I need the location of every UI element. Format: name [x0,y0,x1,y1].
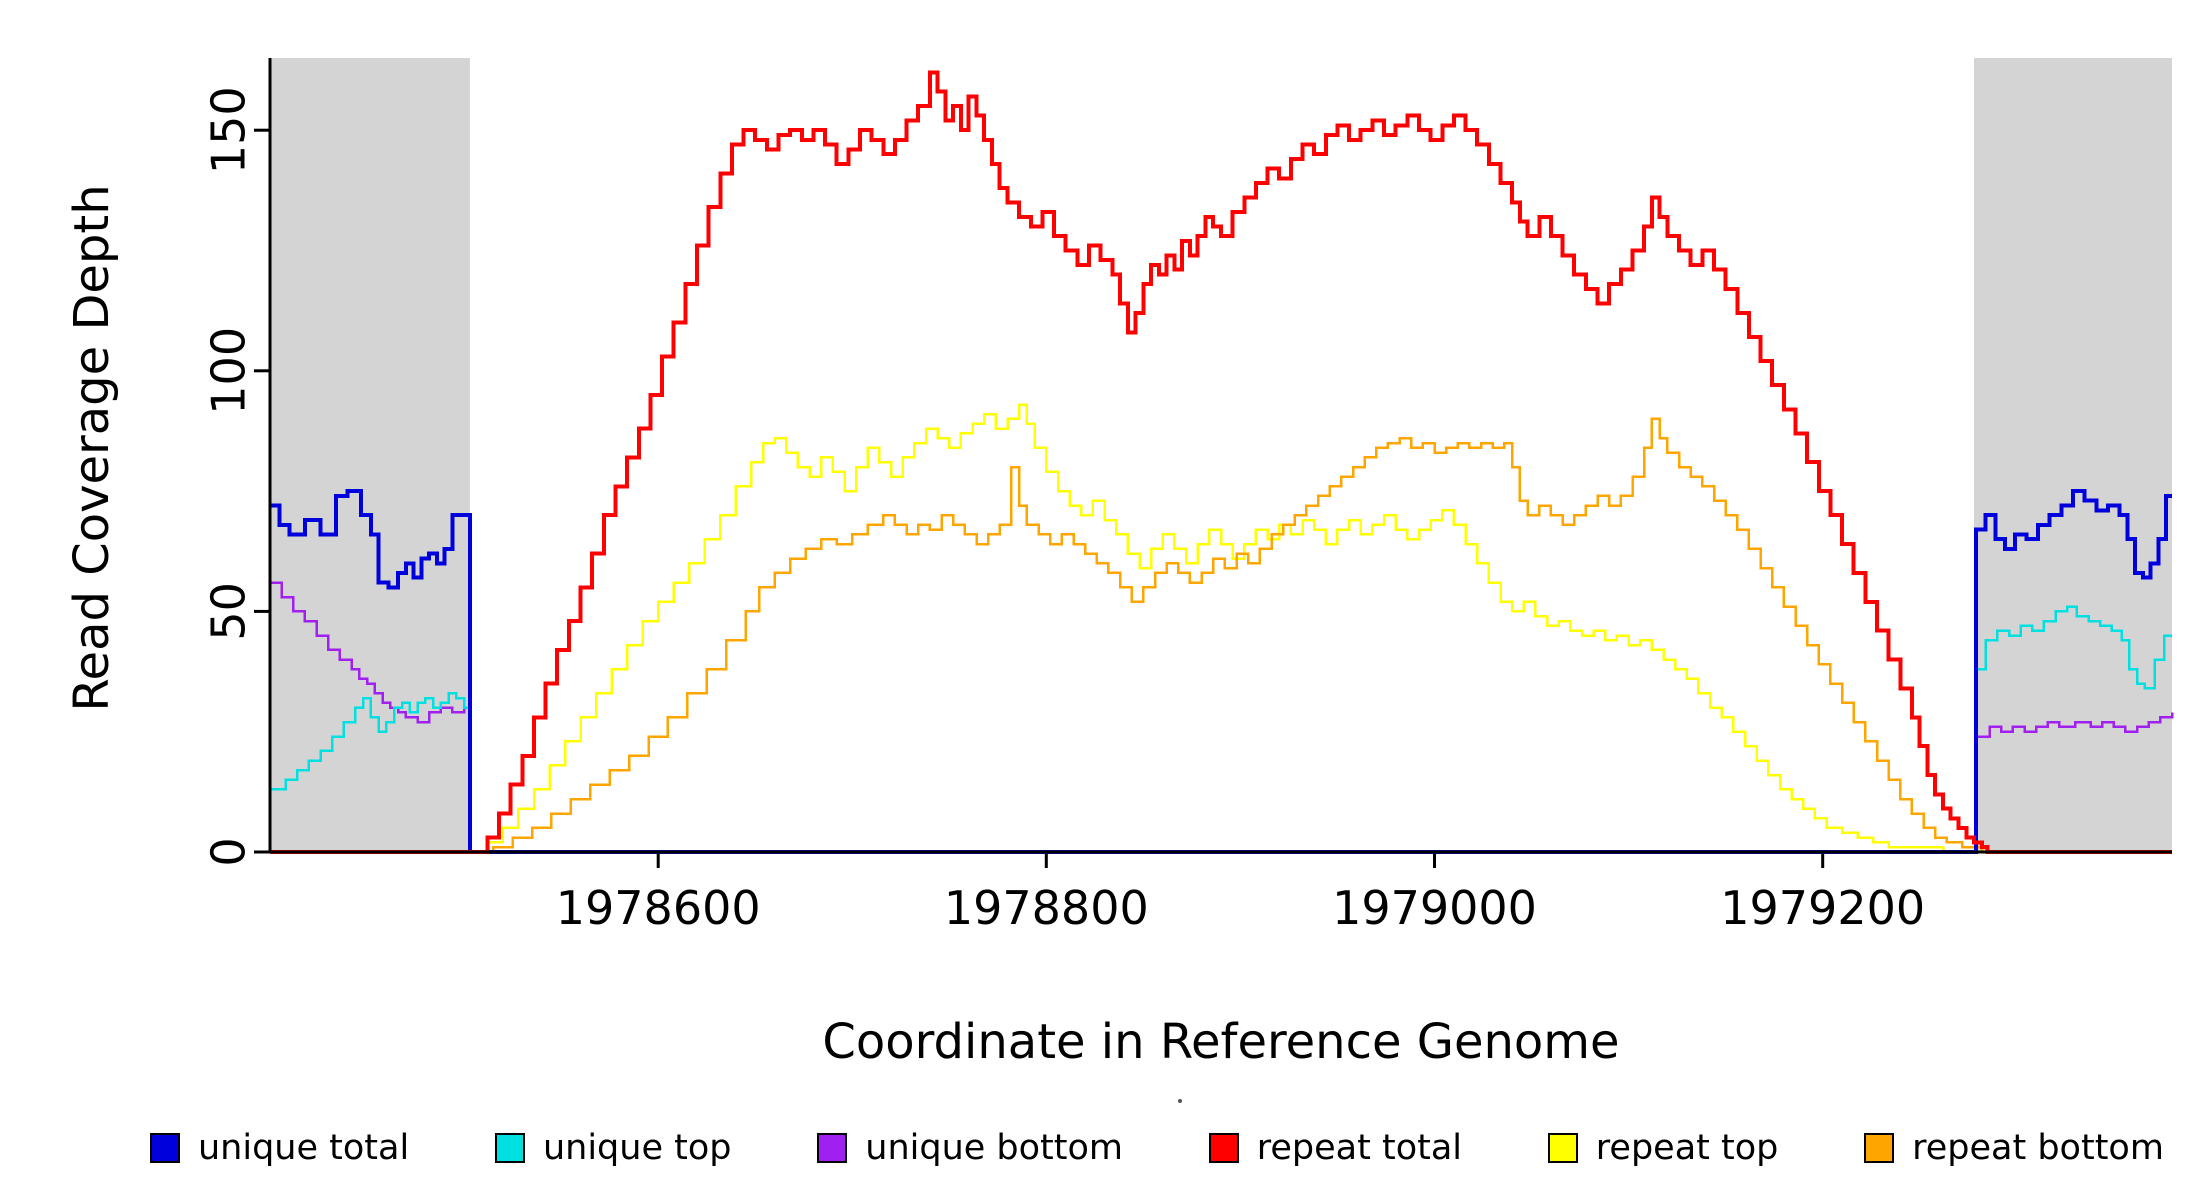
legend-swatch-repeat-bottom [1864,1133,1895,1163]
y-axis-title: Read Coverage Depth [64,184,120,712]
legend-item-unique-bottom: unique bottom [817,1127,1123,1168]
y-tick-label: 150 [202,86,256,174]
shaded-region-left [270,58,470,852]
series-line-repeat-top [270,403,2172,854]
legend-item-repeat-bottom: repeat bottom [1864,1127,2164,1168]
legend-swatch-unique-bottom [817,1133,848,1163]
legend-item-repeat-top: repeat top [1547,1127,1779,1168]
y-tick-label: 0 [202,837,256,866]
x-tick-label: 1978600 [556,881,761,935]
legend-label-repeat-total: repeat total [1256,1127,1463,1168]
x-tick-label: 1979200 [1720,881,1925,935]
legend: unique total unique top unique bottom repea… [150,1116,2164,1180]
legend-swatch-unique-total [150,1133,180,1163]
y-tick-label: 100 [202,327,256,415]
legend-label-unique-top: unique top [542,1127,732,1168]
series-line-unique-top [270,605,2172,854]
legend-swatch-repeat-total [1208,1133,1239,1163]
legend-item-unique-top: unique top [494,1127,732,1168]
legend-item-unique-total: unique total [150,1127,410,1168]
legend-label-unique-bottom: unique bottom [865,1127,1123,1168]
stray-mark [1178,1099,1182,1103]
legend-swatch-unique-top [494,1133,525,1163]
legend-label-repeat-top: repeat top [1595,1127,1779,1168]
legend-item-repeat-total: repeat total [1208,1127,1463,1168]
legend-label-unique-total: unique total [198,1127,410,1168]
x-axis-title: Coordinate in Reference Genome [822,1014,1620,1070]
x-tick-label: 1979000 [1332,881,1537,935]
x-tick-label: 1978800 [944,881,1149,935]
y-tick-label: 50 [202,582,256,641]
series-line-unique-bottom [270,581,2174,854]
series-line-repeat-bottom [270,417,2172,854]
series-line-repeat-total [270,70,2172,854]
shaded-region-right [1974,58,2172,852]
legend-swatch-repeat-top [1547,1133,1578,1163]
legend-label-repeat-bottom: repeat bottom [1912,1127,2164,1168]
